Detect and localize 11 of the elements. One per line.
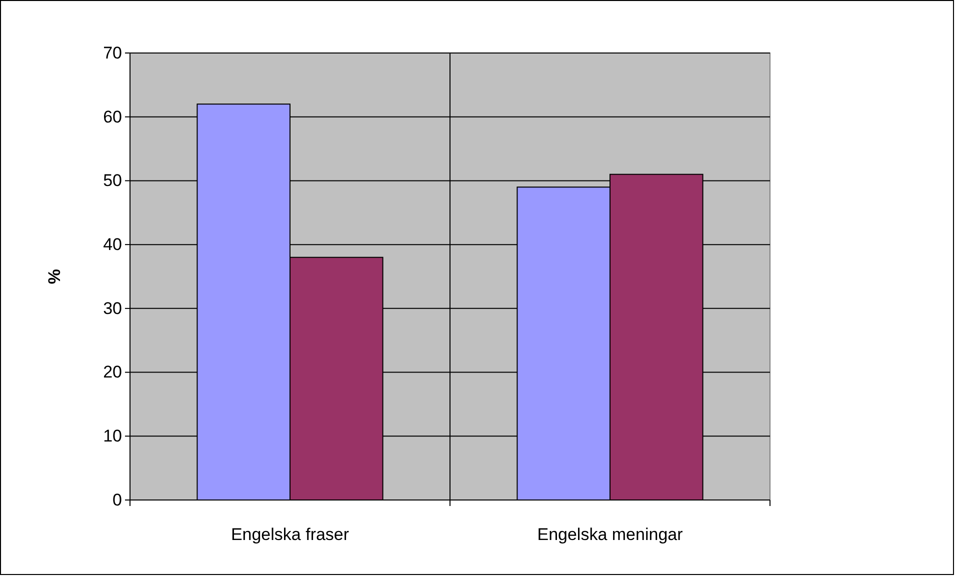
y-tick-label: 0: [112, 490, 122, 510]
y-tick-label: 10: [103, 426, 122, 446]
x-tick-label: Engelska fraser: [230, 525, 350, 544]
y-tick-label: 20: [103, 362, 122, 382]
y-tick-label: 70: [103, 43, 122, 62]
y-tick-label: 40: [103, 235, 122, 254]
y-axis-title: %: [45, 268, 64, 284]
y-tick-label: 60: [103, 107, 122, 126]
x-tick-label: Engelska meningar: [537, 525, 684, 544]
y-tick-label: 30: [103, 298, 122, 318]
y-tick-label: 50: [103, 171, 122, 190]
